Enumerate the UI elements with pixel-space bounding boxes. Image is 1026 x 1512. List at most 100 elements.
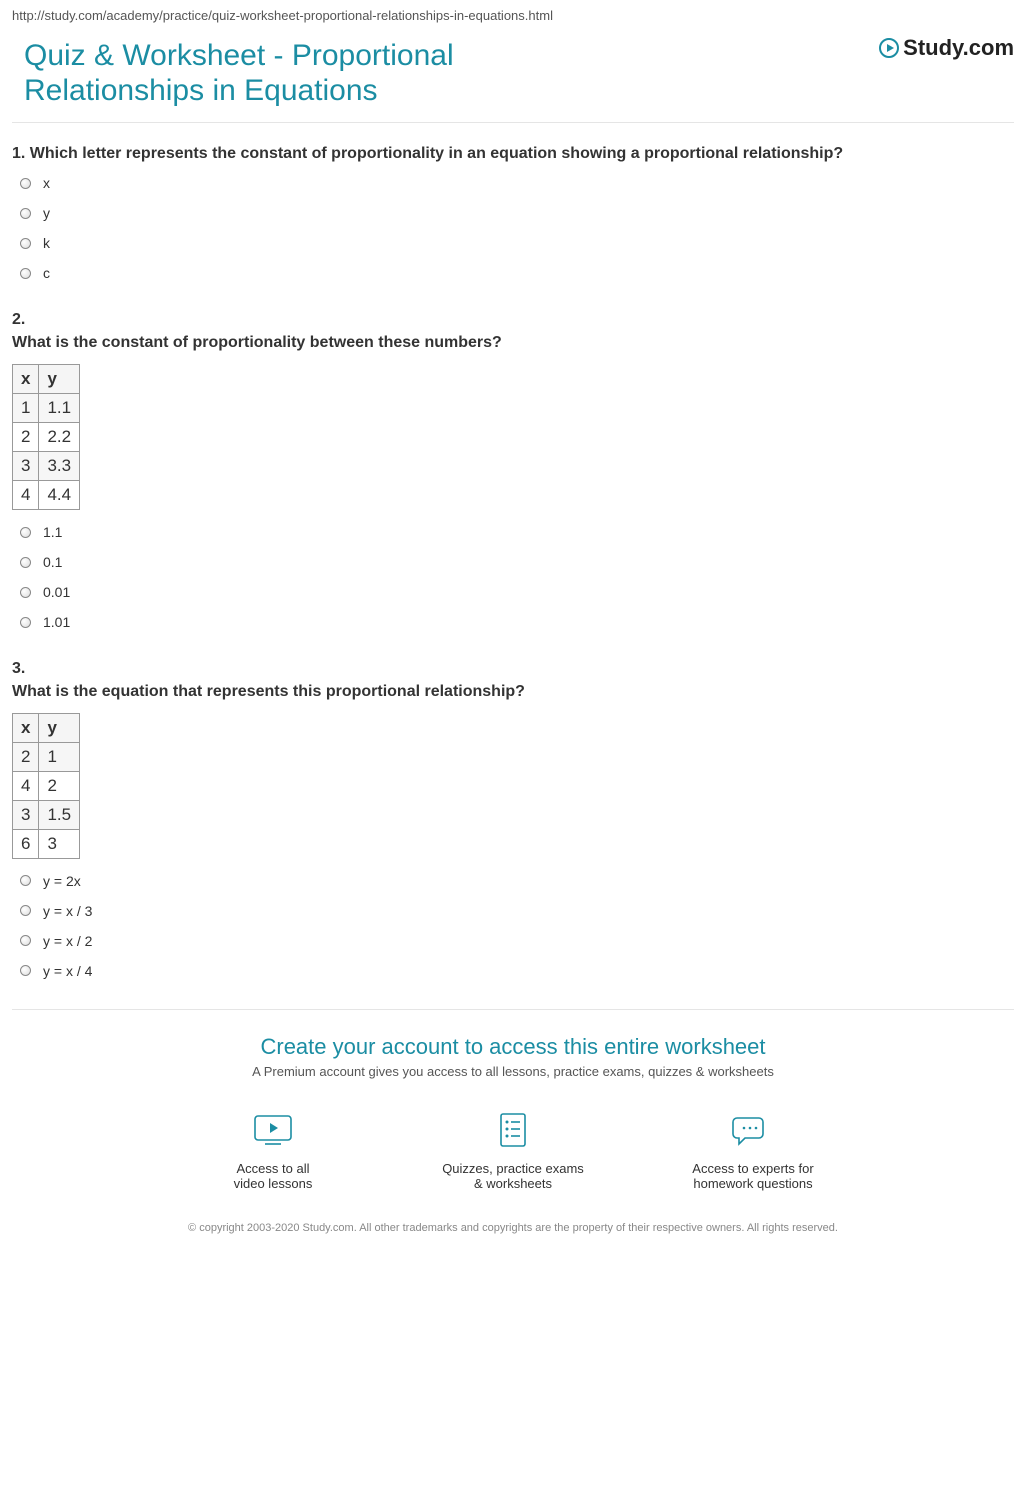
option-label: y	[43, 205, 50, 221]
table-row: 31.5	[13, 800, 80, 829]
option-row[interactable]: 0.1	[20, 554, 1014, 570]
option-row[interactable]: y = x / 3	[20, 903, 1014, 919]
feature-line2: video lessons	[193, 1176, 353, 1191]
table-header-cell: x	[13, 713, 39, 742]
option-row[interactable]: 1.1	[20, 524, 1014, 540]
question-number: 3.	[12, 658, 1014, 680]
radio-icon[interactable]	[20, 905, 31, 916]
table-cell: 3	[39, 829, 80, 858]
radio-icon[interactable]	[20, 238, 31, 249]
option-row[interactable]: x	[20, 175, 1014, 191]
table-cell: 4	[13, 481, 39, 510]
option-row[interactable]: 1.01	[20, 614, 1014, 630]
feature-line2: homework questions	[673, 1176, 833, 1191]
radio-icon[interactable]	[20, 617, 31, 628]
table-cell: 2.2	[39, 423, 80, 452]
option-label: c	[43, 265, 50, 281]
video-icon	[193, 1109, 353, 1151]
questions-container: 1. Which letter represents the constant …	[0, 143, 1026, 979]
option-row[interactable]: y = x / 2	[20, 933, 1014, 949]
table-cell: 1.1	[39, 394, 80, 423]
cta-subtext: A Premium account gives you access to al…	[12, 1064, 1014, 1079]
table-cell: 1	[13, 394, 39, 423]
question-text: 1. Which letter represents the constant …	[12, 143, 1014, 165]
table-cell: 1.5	[39, 800, 80, 829]
radio-icon[interactable]	[20, 965, 31, 976]
table-row: 22.2	[13, 423, 80, 452]
options-list: 1.1 0.1 0.01 1.01	[20, 524, 1014, 630]
feature-row: Access to allvideo lessons Quizzes, pract…	[12, 1109, 1014, 1191]
option-label: x	[43, 175, 50, 191]
copyright-text: © copyright 2003-2020 Study.com. All oth…	[173, 1221, 853, 1236]
table-cell: 3	[13, 800, 39, 829]
table-cell: 4	[13, 771, 39, 800]
question-text: 3.What is the equation that represents t…	[12, 658, 1014, 703]
radio-icon[interactable]	[20, 527, 31, 538]
title-divider	[12, 122, 1014, 123]
option-row[interactable]: y	[20, 205, 1014, 221]
option-row[interactable]: y = x / 4	[20, 963, 1014, 979]
table-cell: 6	[13, 829, 39, 858]
cta-section: Create your account to access this entir…	[12, 1009, 1014, 1236]
play-circle-icon	[879, 38, 899, 58]
radio-icon[interactable]	[20, 935, 31, 946]
cta-heading: Create your account to access this entir…	[12, 1034, 1014, 1060]
radio-icon[interactable]	[20, 875, 31, 886]
option-row[interactable]: k	[20, 235, 1014, 251]
option-label: 1.01	[43, 614, 70, 630]
option-label: 0.1	[43, 554, 62, 570]
table-row: 42	[13, 771, 80, 800]
table-cell: 4.4	[39, 481, 80, 510]
question-prompt: What is the constant of proportionality …	[12, 332, 1014, 354]
table-cell: 3	[13, 452, 39, 481]
feature-line1: Quizzes, practice exams	[433, 1161, 593, 1176]
question-prompt: What is the equation that represents thi…	[12, 681, 1014, 703]
options-list: y = 2x y = x / 3 y = x / 2 y = x / 4	[20, 873, 1014, 979]
radio-icon[interactable]	[20, 268, 31, 279]
option-label: 0.01	[43, 584, 70, 600]
radio-icon[interactable]	[20, 208, 31, 219]
question-text: 2.What is the constant of proportionalit…	[12, 309, 1014, 354]
data-table: xy214231.563	[12, 713, 80, 859]
option-row[interactable]: c	[20, 265, 1014, 281]
table-header-cell: y	[39, 713, 80, 742]
table-row: 33.3	[13, 452, 80, 481]
option-label: y = 2x	[43, 873, 81, 889]
page-title: Quiz & Worksheet - Proportional Relation…	[24, 39, 624, 108]
header-row: Quiz & Worksheet - Proportional Relation…	[0, 31, 1026, 122]
table-cell: 2	[13, 423, 39, 452]
table-header-cell: y	[39, 365, 80, 394]
table-cell: 3.3	[39, 452, 80, 481]
question-number: 2.	[12, 309, 1014, 331]
feature-line2: & worksheets	[433, 1176, 593, 1191]
brand-logo[interactable]: Study.com	[879, 31, 1014, 61]
option-label: k	[43, 235, 50, 251]
table-cell: 1	[39, 742, 80, 771]
chat-icon	[673, 1109, 833, 1151]
feature-item: Quizzes, practice exams& worksheets	[433, 1109, 593, 1191]
option-row[interactable]: 0.01	[20, 584, 1014, 600]
feature-line1: Access to all	[193, 1161, 353, 1176]
option-label: 1.1	[43, 524, 62, 540]
table-row: 44.4	[13, 481, 80, 510]
quiz-icon	[433, 1109, 593, 1151]
option-label: y = x / 2	[43, 933, 92, 949]
question-block: 2.What is the constant of proportionalit…	[12, 309, 1014, 630]
data-table: xy11.122.233.344.4	[12, 364, 80, 510]
table-cell: 2	[39, 771, 80, 800]
option-label: y = x / 3	[43, 903, 92, 919]
option-label: y = x / 4	[43, 963, 92, 979]
url-bar: http://study.com/academy/practice/quiz-w…	[0, 0, 1026, 31]
radio-icon[interactable]	[20, 587, 31, 598]
radio-icon[interactable]	[20, 178, 31, 189]
table-row: 21	[13, 742, 80, 771]
table-row: 63	[13, 829, 80, 858]
brand-name: Study.com	[903, 35, 1014, 61]
option-row[interactable]: y = 2x	[20, 873, 1014, 889]
table-header-cell: x	[13, 365, 39, 394]
options-list: xykc	[20, 175, 1014, 281]
question-block: 3.What is the equation that represents t…	[12, 658, 1014, 979]
feature-item: Access to allvideo lessons	[193, 1109, 353, 1191]
table-cell: 2	[13, 742, 39, 771]
radio-icon[interactable]	[20, 557, 31, 568]
